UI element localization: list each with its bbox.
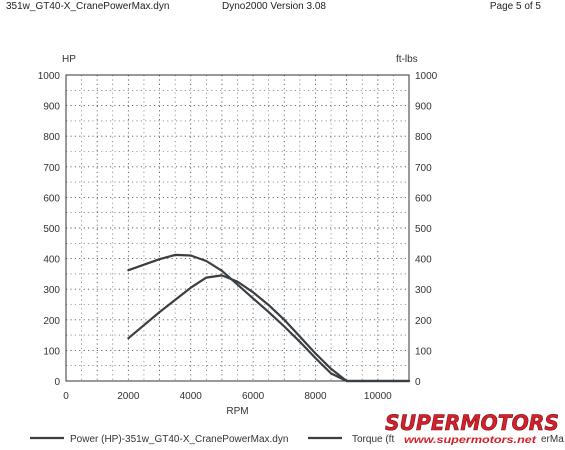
y-left-tick-label: 0 (54, 377, 60, 388)
y-left-tick-label: 800 (43, 132, 60, 143)
y-axis-left-label: HP (62, 54, 76, 65)
series-lines (127, 253, 411, 383)
x-tick-label: 6000 (242, 391, 265, 402)
x-axis-ticks: 0 2000 4000 6000 8000 10000 (63, 391, 392, 402)
y-right-tick-label: 800 (415, 132, 432, 143)
y-left-tick-label: 600 (43, 193, 60, 204)
x-tick-label: 0 (63, 391, 69, 402)
series-line-torque (127, 253, 411, 383)
x-axis-label: RPM (226, 406, 248, 417)
supermotors-watermark: SUPERMOTORS www.supermotors.net (385, 411, 560, 446)
y-axis-right-label: ft-lbs (396, 54, 418, 65)
y-right-tick-label: 100 (415, 346, 432, 357)
y-right-tick-label: 500 (415, 224, 432, 235)
y-left-tick-label: 100 (43, 346, 60, 357)
legend-label-power: Power (HP)-351w_GT40-X_CranePowerMax.dyn (70, 434, 288, 445)
y-left-tick-label: 400 (43, 255, 60, 266)
watermark-url: www.supermotors.net (404, 435, 537, 446)
legend-label-overlap: erMa (541, 434, 564, 445)
y-left-tick-label: 300 (43, 285, 60, 296)
y-left-tick-label: 200 (43, 316, 60, 327)
y-right-tick-label: 1000 (415, 71, 438, 82)
y-right-tick-label: 300 (415, 285, 432, 296)
x-tick-label: 10000 (364, 391, 392, 402)
header-page-number: Page 5 of 5 (489, 1, 541, 12)
watermark-logo: SUPERMOTORS (385, 411, 559, 435)
y-axis-right-ticks: 0 100 200 300 400 500 600 700 800 900 1000 (415, 71, 438, 388)
legend-label-torque: Torque (ft (352, 434, 394, 445)
series-line-power (127, 274, 411, 383)
legend: Power (HP)-351w_GT40-X_CranePowerMax.dyn… (30, 434, 564, 445)
y-right-tick-label: 200 (415, 316, 432, 327)
y-right-tick-label: 400 (415, 255, 432, 266)
y-left-tick-label: 500 (43, 224, 60, 235)
y-left-tick-label: 1000 (38, 71, 61, 82)
y-right-tick-label: 0 (415, 377, 421, 388)
x-tick-label: 8000 (304, 391, 327, 402)
plot-frame (65, 74, 410, 382)
chart-grid (66, 75, 409, 381)
x-tick-label: 4000 (180, 391, 203, 402)
y-left-tick-label: 900 (43, 102, 60, 113)
y-right-tick-label: 600 (415, 193, 432, 204)
y-axis-left-ticks: 0 100 200 300 400 500 600 700 800 900 1000 (38, 71, 61, 388)
y-right-tick-label: 700 (415, 163, 432, 174)
x-tick-label: 2000 (117, 391, 140, 402)
header-app-version: Dyno2000 Version 3.08 (222, 1, 326, 12)
y-right-tick-label: 900 (415, 102, 432, 113)
y-left-tick-label: 700 (43, 163, 60, 174)
header-filename: 351w_GT40-X_CranePowerMax.dyn (6, 1, 170, 12)
